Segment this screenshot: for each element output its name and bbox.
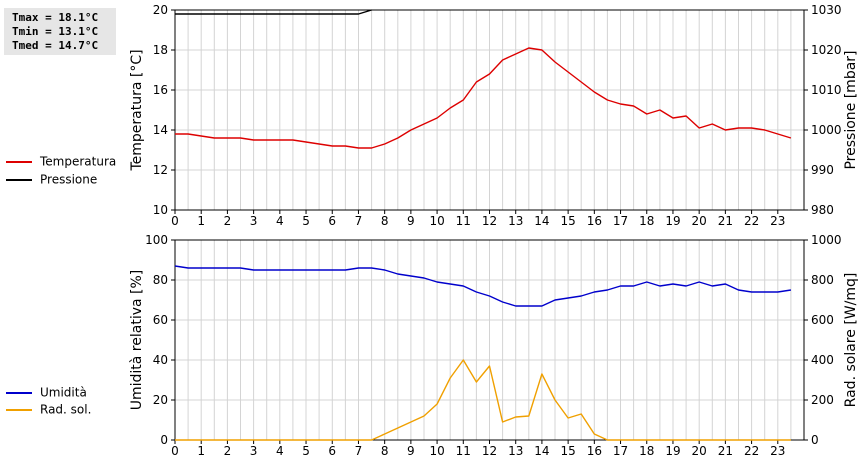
legend-label: Rad. sol. xyxy=(40,402,92,417)
y-tick-label-right: 200 xyxy=(811,393,834,407)
y-tick-label-left: 20 xyxy=(153,3,168,17)
x-tick-label: 9 xyxy=(407,444,415,458)
x-tick-label: 19 xyxy=(665,214,680,228)
series-line-umidit xyxy=(174,265,792,307)
x-tick-label: 4 xyxy=(276,214,284,228)
y-tick-label-right: 1020 xyxy=(811,43,842,57)
x-tick-label: 9 xyxy=(407,214,415,228)
series-line-pressione xyxy=(175,9,372,15)
x-tick-label: 3 xyxy=(250,444,258,458)
x-tick-label: 22 xyxy=(744,214,759,228)
x-tick-label: 8 xyxy=(381,214,389,228)
temperature-pressure-chart: 0 1 2 3 4 5 6 7 8 9 10 11 12 13 14 15 16 17 18 19 20 21 22 2310… xyxy=(129,3,859,228)
legend-label: Umidità xyxy=(40,385,87,400)
x-tick-label: 21 xyxy=(718,444,733,458)
x-tick-label: 16 xyxy=(587,214,602,228)
x-tick-label: 15 xyxy=(560,444,575,458)
x-tick-label: 4 xyxy=(276,444,284,458)
x-tick-label: 13 xyxy=(508,444,523,458)
y-axis-title-right: Pressione [mbar] xyxy=(843,50,859,169)
pressione-swatch xyxy=(6,178,32,181)
x-tick-label: 2 xyxy=(224,444,232,458)
y-tick-label-left: 10 xyxy=(153,203,168,217)
x-tick-label: 6 xyxy=(328,444,336,458)
x-tick-label: 18 xyxy=(639,214,654,228)
temperature-stats-box: Tmax = 18.1°C Tmin = 13.1°C Tmed = 14.7°… xyxy=(4,8,116,55)
rad-sol-swatch xyxy=(6,408,32,411)
x-tick-label: 11 xyxy=(456,214,471,228)
y-tick-label-left: 18 xyxy=(153,43,168,57)
temperatura-swatch xyxy=(6,160,32,163)
y-tick-label-right: 1000 xyxy=(811,233,842,247)
x-tick-label: 3 xyxy=(250,214,258,228)
umidita-swatch xyxy=(6,391,32,394)
y-tick-label-left: 80 xyxy=(153,273,168,287)
legend-label: Pressione xyxy=(40,172,98,187)
x-tick-label: 15 xyxy=(560,214,575,228)
x-tick-label: 22 xyxy=(744,444,759,458)
x-tick-label: 5 xyxy=(302,214,310,228)
tmed-stat: Tmed = 14.7°C xyxy=(12,39,99,52)
y-tick-label-right: 990 xyxy=(811,163,834,177)
series-line-rad-sol xyxy=(175,359,791,441)
x-tick-label: 20 xyxy=(692,214,707,228)
y-axis-title-right: Rad. solare [W/mq] xyxy=(843,273,859,408)
y-tick-label-right: 400 xyxy=(811,353,834,367)
y-tick-label-right: 600 xyxy=(811,313,834,327)
x-tick-label: 17 xyxy=(613,444,628,458)
x-tick-label: 0 xyxy=(171,444,179,458)
x-tick-label: 7 xyxy=(355,214,363,228)
y-axis-title-left: Umidità relativa [%] xyxy=(129,270,145,411)
y-tick-label-left: 0 xyxy=(160,433,168,447)
y-tick-label-right: 1030 xyxy=(811,3,842,17)
legend-item-rad-sol: Rad. sol. xyxy=(6,402,91,417)
legend-item-temperatura: Temperatura xyxy=(6,154,116,169)
y-tick-label-left: 60 xyxy=(153,313,168,327)
x-tick-label: 8 xyxy=(381,444,389,458)
x-tick-label: 14 xyxy=(534,214,549,228)
x-tick-label: 18 xyxy=(639,444,654,458)
x-tick-label: 12 xyxy=(482,214,497,228)
x-tick-label: 10 xyxy=(429,214,444,228)
legend-item-pressione: Pressione xyxy=(6,172,97,187)
series-line-temperatura xyxy=(175,47,792,149)
x-tick-label: 23 xyxy=(770,214,785,228)
tmax-stat: Tmax = 18.1°C xyxy=(12,11,99,24)
y-tick-label-left: 16 xyxy=(153,83,168,97)
y-tick-label-left: 20 xyxy=(153,393,168,407)
tmin-stat: Tmin = 13.1°C xyxy=(12,25,99,38)
x-tick-label: 21 xyxy=(718,214,733,228)
x-tick-label: 1 xyxy=(197,444,205,458)
y-tick-label-left: 14 xyxy=(153,123,168,137)
x-tick-label: 0 xyxy=(171,214,179,228)
y-tick-label-right: 800 xyxy=(811,273,834,287)
y-tick-label-right: 1010 xyxy=(811,83,842,97)
x-tick-label: 11 xyxy=(456,444,471,458)
x-tick-label: 20 xyxy=(692,444,707,458)
x-tick-label: 16 xyxy=(587,444,602,458)
legend-label: Temperatura xyxy=(40,154,117,169)
y-tick-label-left: 40 xyxy=(153,353,168,367)
x-tick-label: 19 xyxy=(665,444,680,458)
humidity-radiation-chart: 0 1 2 3 4 5 6 7 8 9 10 11 12 13 14 15 16 17 18 19 20 21 22 2302… xyxy=(129,233,859,458)
x-tick-label: 23 xyxy=(770,444,785,458)
x-tick-label: 12 xyxy=(482,444,497,458)
x-tick-label: 10 xyxy=(429,444,444,458)
x-tick-label: 13 xyxy=(508,214,523,228)
y-tick-label-right: 0 xyxy=(811,433,819,447)
y-tick-label-right: 980 xyxy=(811,203,834,217)
y-tick-label-left: 12 xyxy=(153,163,168,177)
legend-item-umidita: Umidità xyxy=(6,385,87,400)
y-tick-label-left: 100 xyxy=(145,233,168,247)
x-tick-label: 17 xyxy=(613,214,628,228)
x-tick-label: 2 xyxy=(224,214,232,228)
x-tick-label: 6 xyxy=(328,214,336,228)
x-tick-label: 7 xyxy=(355,444,363,458)
y-axis-title-left: Temperatura [°C] xyxy=(129,49,145,171)
y-tick-label-right: 1000 xyxy=(811,123,842,137)
x-tick-label: 5 xyxy=(302,444,310,458)
x-tick-label: 1 xyxy=(197,214,205,228)
x-tick-label: 14 xyxy=(534,444,549,458)
